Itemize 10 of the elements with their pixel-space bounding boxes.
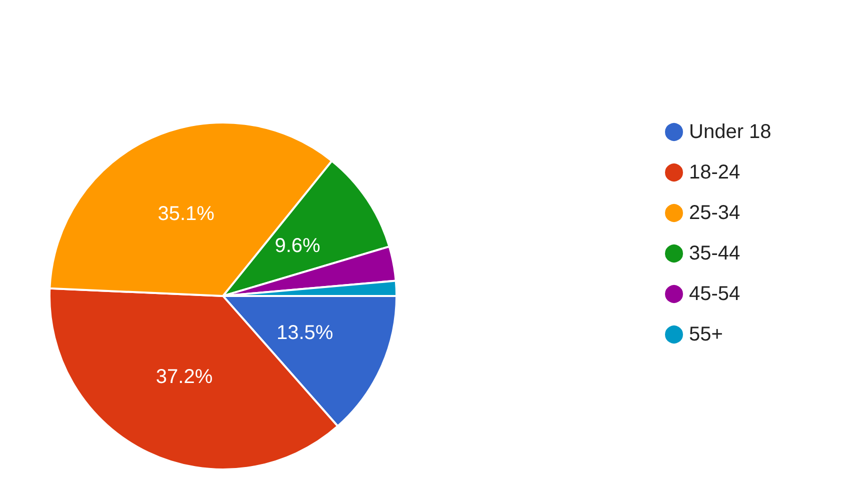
data-label: 9.6%: [274, 235, 321, 258]
legend-label: 55+: [689, 324, 723, 346]
data-label: 37.2%: [156, 366, 213, 388]
legend-label: 45-54: [689, 283, 740, 305]
legend-label: 18-24: [689, 162, 740, 184]
legend-label: 35-44: [689, 242, 740, 264]
legend-label: 25-34: [689, 202, 740, 224]
data-label: 13.5%: [276, 322, 334, 344]
legend-label: Under 18: [689, 121, 772, 143]
data-label: 35.1%: [158, 203, 215, 226]
